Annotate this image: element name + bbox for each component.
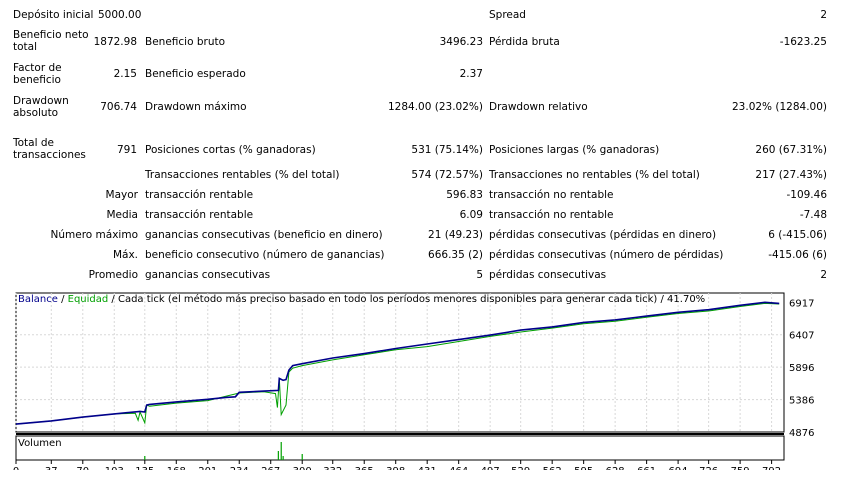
legend-equity: Equidad	[67, 294, 109, 305]
x-tick-label: 792	[762, 466, 781, 470]
profit-trades-label: Transacciones rentables (% del total)	[145, 169, 340, 181]
x-tick-label: 464	[449, 466, 468, 470]
detail-right-value: -109.46	[786, 189, 827, 201]
detail-prefix: Promedio	[88, 269, 138, 281]
x-tick-label: 267	[261, 466, 280, 470]
gross-profit-value: 3496.23	[439, 36, 483, 48]
profit-trades-value: 574 (72.57%)	[411, 169, 483, 181]
x-tick-label: 497	[481, 466, 500, 470]
detail-prefix: Número máximo	[50, 229, 139, 241]
detail-left-value: 666.35 (2)	[428, 249, 483, 261]
y-tick-label: 6917	[789, 298, 814, 309]
drawdown-max-label: Drawdown máximo	[145, 101, 247, 113]
detail-prefix: Media	[106, 209, 138, 221]
short-positions-label: Posiciones cortas (% ganadoras)	[145, 144, 316, 156]
x-tick-label: 37	[45, 466, 58, 470]
y-tick-label: 4876	[789, 428, 814, 439]
detail-left-label: beneficio consecutivo (número de gananci…	[145, 249, 385, 261]
x-tick-label: 431	[418, 466, 437, 470]
profit-factor-label: Factor de beneficio	[13, 62, 62, 86]
gross-loss-label: Pérdida bruta	[489, 36, 560, 48]
x-tick-label: 595	[574, 466, 593, 470]
total-trades-label: Total de transacciones	[13, 137, 86, 161]
spread-label: Spread	[489, 9, 526, 21]
volume-panel-frame	[15, 435, 785, 461]
x-tick-label: 365	[355, 466, 374, 470]
x-tick-label: 529	[511, 466, 530, 470]
expected-payoff-label: Beneficio esperado	[145, 68, 246, 80]
balance-line	[15, 301, 780, 425]
drawdown-relative-value: 23.02% (1284.00)	[732, 101, 827, 113]
profit-factor-value: 2.15	[113, 68, 137, 80]
detail-right-value: -7.48	[799, 209, 827, 221]
drawdown-relative-label: Drawdown relativo	[489, 101, 588, 113]
gross-loss-value: -1623.25	[779, 36, 827, 48]
x-tick-label: 103	[105, 466, 124, 470]
net-profit-value: 1872.98	[93, 36, 137, 48]
initial-deposit-label: Depósito inicial	[13, 9, 94, 21]
legend-balance: Balance	[18, 294, 58, 305]
x-tick-label: 726	[699, 466, 718, 470]
x-tick-label: 70	[76, 466, 89, 470]
x-tick-label: 398	[386, 466, 405, 470]
x-tick-label: 694	[669, 466, 688, 470]
total-trades-value: 791	[116, 144, 137, 156]
net-profit-label: Beneficio neto total	[13, 29, 89, 53]
x-tick-label: 300	[293, 466, 312, 470]
x-tick-label: 135	[135, 466, 154, 470]
detail-right-label: pérdidas consecutivas (pérdidas en diner…	[489, 229, 717, 241]
detail-left-value: 5	[476, 269, 483, 281]
y-tick-label: 5896	[789, 363, 814, 374]
long-positions-label: Posiciones largas (% ganadoras)	[489, 144, 660, 156]
detail-right-value: 6 (-415.06)	[768, 229, 827, 241]
gross-profit-label: Beneficio bruto	[145, 36, 226, 48]
detail-right-label: pérdidas consecutivas (número de pérdida…	[489, 249, 724, 261]
detail-right-label: transacción no rentable	[489, 189, 614, 201]
x-tick-label: 628	[606, 466, 625, 470]
detail-left-label: ganancias consecutivas (beneficio en din…	[145, 229, 383, 241]
drawdown-absolute-label: Drawdown absoluto	[13, 95, 69, 119]
y-tick-label: 5386	[789, 396, 814, 407]
spread-value: 2	[820, 9, 827, 21]
detail-prefix: Máx.	[112, 249, 138, 261]
volume-label: Volumen	[18, 438, 62, 449]
initial-deposit-value: 5000.00	[98, 9, 142, 21]
detail-left-value: 596.83	[446, 189, 483, 201]
loss-trades-label: Transacciones no rentables (% del total)	[489, 169, 700, 181]
balance-equity-chart: 6917 6407 5896 5386 4876 0 37 70 103 135 168 201 234…	[12, 290, 841, 470]
expected-payoff-value: 2.37	[459, 68, 483, 80]
x-tick-label: 201	[198, 466, 217, 470]
x-tick-label: 661	[637, 466, 656, 470]
detail-right-value: -415.06 (6)	[768, 249, 827, 261]
x-tick-label: 562	[543, 466, 562, 470]
drawdown-max-value: 1284.00 (23.02%)	[388, 101, 483, 113]
detail-right-label: transacción no rentable	[489, 209, 614, 221]
chart-svg: 6917 6407 5896 5386 4876 0 37 70 103 135 168 201 234…	[13, 292, 814, 470]
loss-trades-value: 217 (27.43%)	[755, 169, 827, 181]
short-positions-value: 531 (75.14%)	[411, 144, 483, 156]
equity-line	[15, 302, 780, 425]
x-tick-label: 0	[13, 466, 19, 470]
x-tick-label: 759	[731, 466, 750, 470]
detail-left-label: ganancias consecutivas	[145, 269, 271, 281]
chart-legend: Balance / Equidad / Cada tick (el método…	[18, 294, 705, 306]
legend-separator: /	[57, 294, 68, 305]
x-tick-label: 332	[323, 466, 342, 470]
x-tick-label: 234	[230, 466, 249, 470]
detail-left-label: transacción rentable	[145, 209, 254, 221]
detail-left-value: 6.09	[459, 209, 483, 221]
legend-description: / Cada tick (el método más preciso basad…	[108, 294, 706, 305]
long-positions-value: 260 (67.31%)	[755, 144, 827, 156]
detail-prefix: Mayor	[105, 189, 138, 201]
detail-right-label: pérdidas consecutivas	[489, 269, 607, 281]
y-tick-label: 6407	[789, 331, 814, 342]
x-tick-label: 168	[167, 466, 186, 470]
detail-right-value: 2	[820, 269, 827, 281]
detail-left-value: 21 (49.23)	[428, 229, 483, 241]
detail-left-label: transacción rentable	[145, 189, 254, 201]
drawdown-absolute-value: 706.74	[100, 101, 137, 113]
